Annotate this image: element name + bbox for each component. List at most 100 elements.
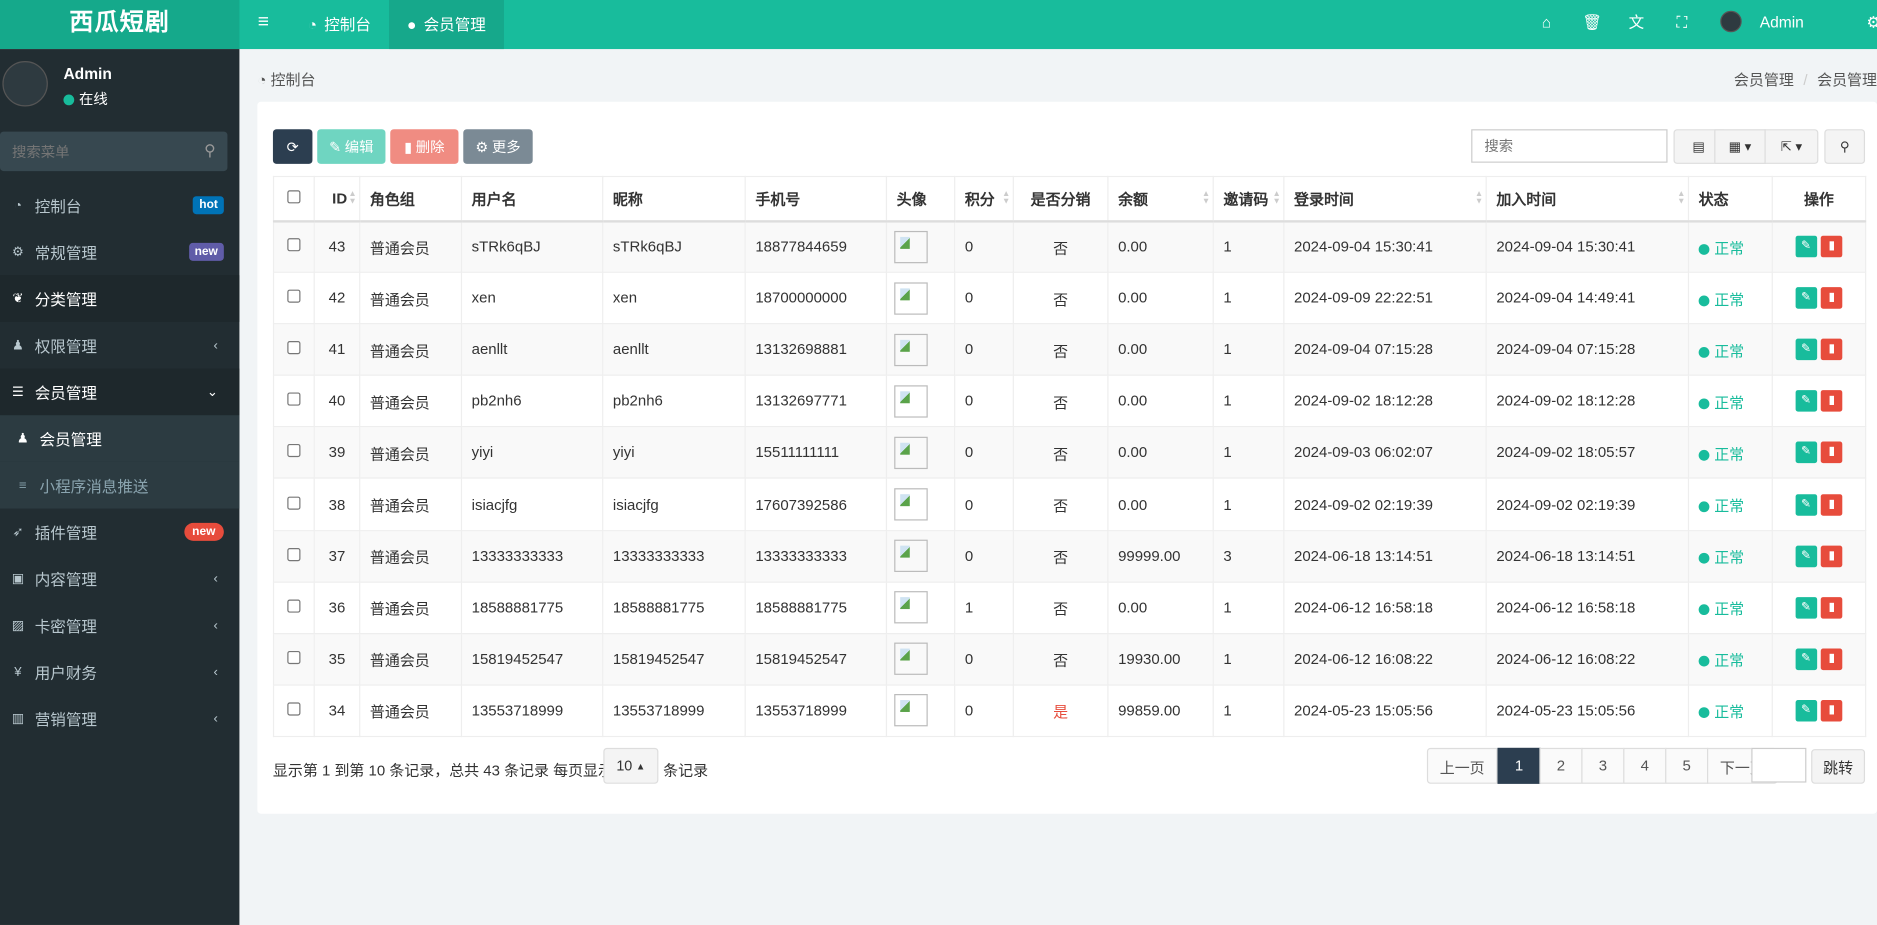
page-button[interactable]: 4 [1623,747,1667,784]
avatar[interactable] [1720,10,1742,33]
export-button[interactable]: ⇱ ▾ [1764,129,1819,164]
home-icon[interactable]: ⌂ [1541,13,1552,32]
delete-row-button[interactable]: ▮ [1821,338,1843,361]
sort-icon[interactable]: ▲ ▼ [348,190,357,206]
sidebar-item[interactable]: ❦ 分类管理 [0,275,240,322]
delete-row-button[interactable]: ▮ [1821,596,1843,619]
edit-row-button[interactable]: ✎ [1795,493,1817,516]
logo[interactable]: 西瓜短剧 [0,0,240,50]
edit-row-button[interactable]: ✎ [1795,545,1817,567]
sidebar-item[interactable]: ▣ 内容管理 ‹ [0,555,239,602]
page-size-dropdown[interactable]: 10 ▲ [603,747,659,784]
menu-search-input[interactable] [0,131,180,172]
delete-row-button[interactable]: ▮ [1821,648,1843,670]
row-checkbox[interactable] [287,289,301,303]
avatar-image[interactable] [894,436,928,469]
tab-member-management[interactable]: ● 会员管理 [389,0,504,50]
select-all-checkbox[interactable] [287,189,301,204]
delete-row-button[interactable]: ▮ [1821,545,1843,567]
breadcrumb-item[interactable]: 会员管理 [1733,71,1794,89]
row-checkbox[interactable] [287,650,301,664]
top-user-name[interactable]: Admin [1759,13,1804,32]
sidebar-item[interactable]: ▨ 卡密管理 ‹ [0,602,239,649]
column-header[interactable]: ID ▲ ▼ [313,175,361,222]
row-checkbox[interactable] [287,599,301,613]
prev-page-button[interactable]: 上一页 [1426,747,1498,784]
avatar-image[interactable] [894,333,928,366]
avatar-image[interactable] [894,642,928,676]
breadcrumb-item[interactable]: 会员管理 [1817,71,1877,89]
sidebar-item[interactable]: ◔ 控制台 hot [0,182,239,229]
row-checkbox[interactable] [287,496,301,510]
delete-row-button[interactable]: ▮ [1821,493,1843,516]
sidebar-item[interactable]: ⚙ 常规管理 new [0,229,239,276]
avatar-image[interactable] [894,539,928,573]
sort-icon[interactable]: ▲ ▼ [1677,190,1686,206]
jump-button[interactable]: 跳转 [1811,749,1866,784]
sidebar-item[interactable]: ♟ 权限管理 ‹ [0,322,239,369]
search-icon[interactable]: ⚲ [204,141,216,160]
edit-row-button[interactable]: ✎ [1795,338,1817,361]
search-button[interactable]: ⚲ [1824,129,1866,164]
delete-button[interactable]: ▮ 删除 [390,129,459,164]
delete-row-button[interactable]: ▮ [1821,390,1843,413]
avatar-image[interactable] [894,694,928,727]
column-header[interactable]: 积分 ▲ ▼ [954,175,1014,222]
edit-row-button[interactable]: ✎ [1795,390,1817,413]
breadcrumb-home[interactable]: ◔ 控制台 [257,67,315,90]
delete-row-button[interactable]: ▮ [1821,442,1843,464]
avatar-image[interactable] [894,488,928,521]
translate-icon[interactable]: 文 [1628,13,1645,32]
gear-icon[interactable]: ⚙ [1855,0,1877,49]
avatar-image[interactable] [894,281,928,315]
menu-search[interactable]: ⚲ [0,131,228,172]
row-checkbox[interactable] [287,444,301,458]
page-button[interactable]: 1 [1497,747,1541,784]
column-header[interactable]: 邀请码 ▲ ▼ [1212,175,1285,222]
sort-icon[interactable]: ▲ ▼ [1002,190,1011,206]
sort-icon[interactable]: ▲ ▼ [1201,190,1211,206]
column-header[interactable]: 登录时间 ▲ ▼ [1283,175,1487,222]
sidebar-item[interactable]: ☰ 会员管理 ⌄ [0,368,240,416]
row-checkbox[interactable] [287,341,301,355]
sort-icon[interactable]: ▲ ▼ [1474,190,1484,206]
table-search-input[interactable] [1471,129,1668,163]
edit-row-button[interactable]: ✎ [1795,442,1817,464]
delete-row-button[interactable]: ▮ [1821,236,1843,258]
delete-row-button[interactable]: ▮ [1821,699,1843,722]
trash-icon[interactable]: 🗑 [1582,13,1602,32]
row-checkbox[interactable] [287,238,301,252]
avatar-image[interactable] [894,385,928,418]
menu-toggle-icon[interactable]: ≡ [257,11,269,33]
edit-row-button[interactable]: ✎ [1795,236,1817,258]
avatar-image[interactable] [894,230,928,264]
sidebar-item[interactable]: ≡ 小程序消息推送 [0,461,240,509]
page-button[interactable]: 5 [1665,747,1709,784]
fullscreen-icon[interactable]: ⛶ [1676,13,1688,32]
avatar-image[interactable] [894,591,928,624]
edit-row-button[interactable]: ✎ [1795,596,1817,619]
delete-row-button[interactable]: ▮ [1821,287,1843,309]
row-checkbox[interactable] [287,392,301,407]
edit-button[interactable]: ✎ 编辑 [317,129,386,164]
page-button[interactable]: 3 [1581,747,1625,784]
edit-row-button[interactable]: ✎ [1795,699,1817,722]
page-button[interactable]: 2 [1539,747,1583,784]
row-checkbox[interactable] [287,547,301,561]
jump-page-input[interactable] [1751,747,1807,783]
sidebar-item[interactable]: ¥ 用户财务 ‹ [0,649,239,696]
refresh-button[interactable]: ⟳ [272,129,313,164]
sidebar-item[interactable]: ♟ 会员管理 [0,415,240,462]
tab-dashboard[interactable]: ◔ 控制台 [290,0,389,49]
column-header[interactable]: 余额 ▲ ▼ [1107,175,1214,222]
edit-row-button[interactable]: ✎ [1795,648,1817,670]
edit-row-button[interactable]: ✎ [1795,287,1817,309]
sort-icon[interactable]: ▲ ▼ [1272,190,1281,206]
columns-button[interactable]: ▦ ▾ [1714,129,1766,164]
more-button[interactable]: ⚙ 更多 [463,129,533,164]
column-header[interactable]: 加入时间 ▲ ▼ [1485,175,1690,222]
sidebar-item[interactable]: ➶ 插件管理 new [0,509,239,556]
sidebar-item[interactable]: ▥ 营销管理 ‹ [0,695,239,742]
status-text: 正常 [1714,600,1745,618]
row-checkbox[interactable] [287,702,301,716]
